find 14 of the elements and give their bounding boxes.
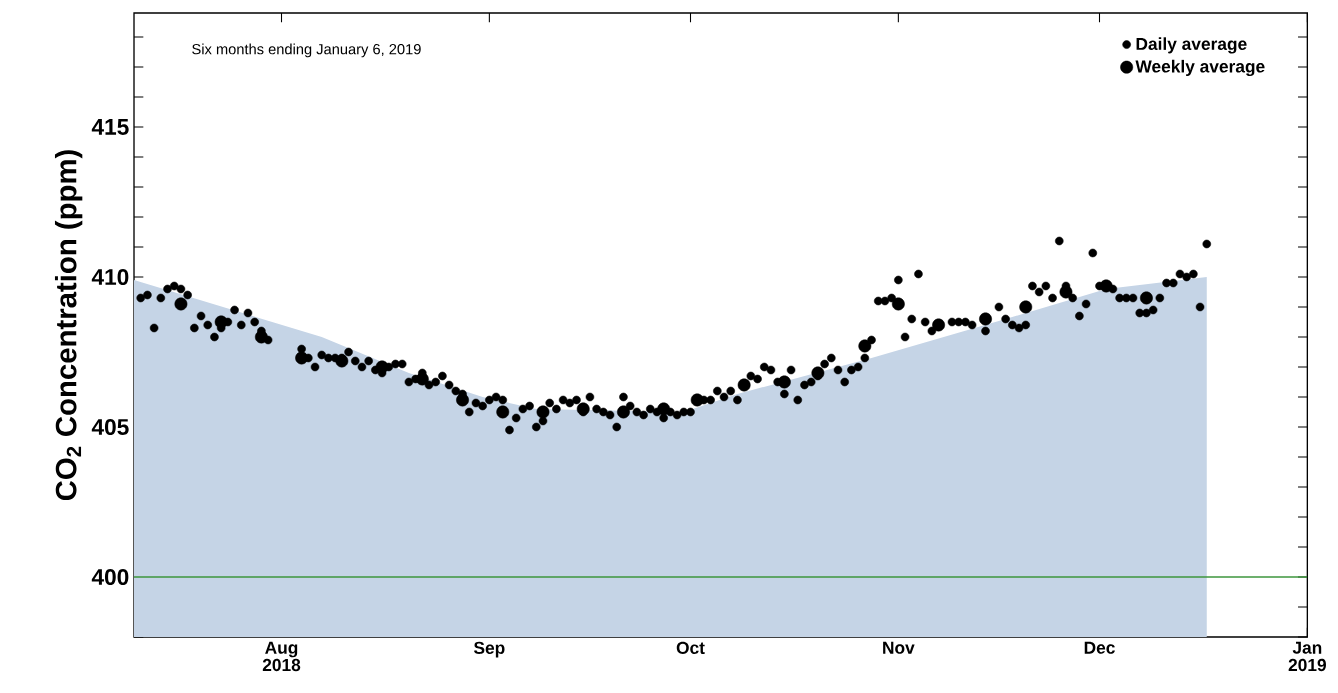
y-tick-label: 410 bbox=[91, 268, 129, 286]
legend-label: Weekly average bbox=[1135, 59, 1265, 77]
legend-label: Daily average bbox=[1136, 37, 1247, 54]
y-tick-label: 400 bbox=[91, 568, 129, 586]
x-tick-label: Jan 2019 bbox=[1288, 641, 1326, 672]
x-tick-label: Nov bbox=[883, 641, 915, 654]
y-tick-label: 405 bbox=[91, 418, 129, 436]
x-tick-label: Oct bbox=[676, 641, 705, 654]
y-axis-title: CO$_{2}$ Concentration (ppm) bbox=[54, 150, 83, 501]
annotation: Six months ending January 6, 2019 bbox=[192, 43, 421, 58]
x-tick-label: Sep bbox=[473, 641, 505, 658]
x-tick-label: Dec bbox=[1084, 641, 1115, 654]
x-tick-label: Aug 2018 bbox=[262, 641, 301, 672]
y-tick-label: 415 bbox=[91, 119, 129, 135]
